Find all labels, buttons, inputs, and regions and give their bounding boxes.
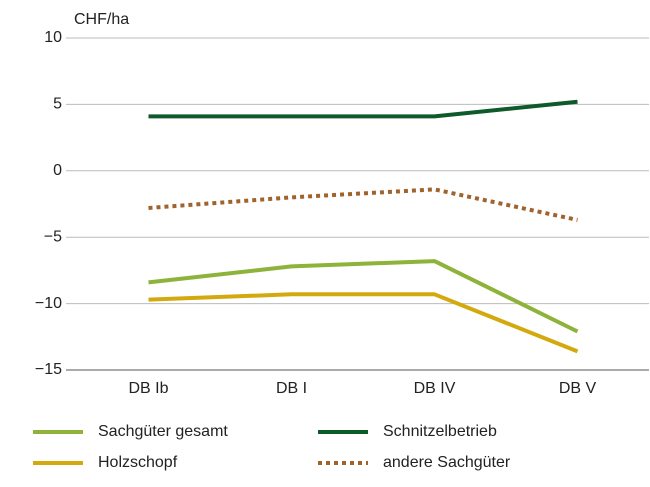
legend-label: Sachgüter gesamt [98,423,228,440]
y-tick-label: −15 [35,361,62,378]
x-tick-label: DB V [559,380,597,397]
y-tick-label: −10 [35,295,62,312]
x-tick-label: DB Ib [128,380,168,397]
series-line [148,292,579,354]
y-tick-label: −5 [44,228,62,245]
y-tick-label: 0 [53,162,62,179]
x-tick-label: DB IV [414,380,456,397]
y-tick-label: 5 [53,96,62,113]
y-tick-label: 10 [44,29,62,46]
legend-label: Holzschopf [98,454,178,471]
series-line [148,259,579,334]
y-axis-label: CHF/ha [74,11,129,28]
legend-label: andere Sachgüter [383,454,511,471]
legend-label: Schnitzelbetrieb [383,423,497,440]
series-line [148,187,578,222]
x-tick-label: DB I [276,380,307,397]
series-line [148,99,578,119]
